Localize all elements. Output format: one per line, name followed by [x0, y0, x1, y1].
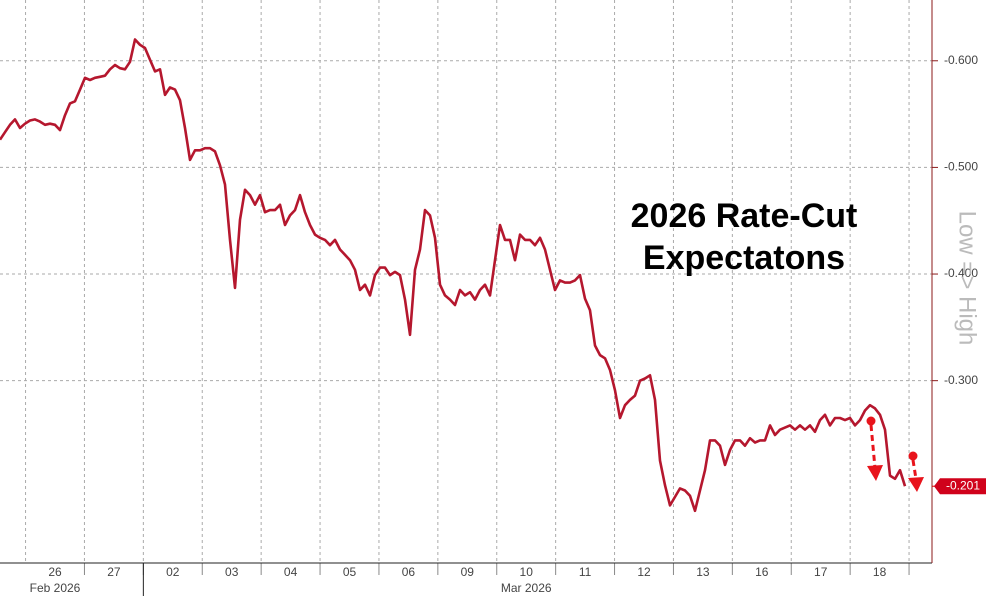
- x-tick-label: 02: [166, 565, 180, 579]
- x-tick-label: 09: [461, 565, 475, 579]
- annotation-arrows: [866, 416, 924, 492]
- x-tick-label: 11: [579, 565, 592, 579]
- arrow-shaft: [869, 424, 877, 469]
- x-tick-label: 18: [873, 565, 887, 579]
- x-tick-label: 10: [520, 565, 534, 579]
- last-value-label: -0.201: [946, 478, 980, 492]
- x-tick-label: 06: [402, 565, 416, 579]
- arrow-head: [908, 477, 924, 492]
- x-tick-label: 13: [696, 565, 710, 579]
- y-tick-label: -0.500: [944, 160, 978, 174]
- line-series: [0, 38, 907, 513]
- month-label: Feb 2026: [30, 581, 81, 595]
- x-tick-label: 04: [284, 565, 298, 579]
- last-value-box: [934, 478, 986, 495]
- arrow-head: [867, 465, 883, 481]
- x-tick-label: 12: [637, 565, 651, 579]
- x-tick-label: 26: [48, 565, 62, 579]
- chart-title-line: 2026 Rate-Cut: [631, 197, 858, 235]
- chart-title-line: Expectatons: [643, 239, 845, 277]
- x-tick-label: 03: [225, 565, 239, 579]
- y-tick-label: -0.600: [944, 53, 978, 67]
- x-tick-label: 05: [343, 565, 357, 579]
- x-tick-label: 16: [755, 565, 769, 579]
- x-tick-label: 17: [814, 565, 828, 579]
- arrow-shaft: [911, 459, 918, 480]
- y-tick-label: -0.300: [944, 373, 978, 387]
- month-label: Mar 2026: [501, 581, 552, 595]
- y-tick-label: -0.400: [944, 266, 978, 280]
- arrow-dot: [908, 451, 918, 461]
- x-tick-label: 27: [107, 565, 121, 579]
- arrow-dot: [866, 416, 876, 426]
- y-axis-label: Low => High: [954, 211, 981, 346]
